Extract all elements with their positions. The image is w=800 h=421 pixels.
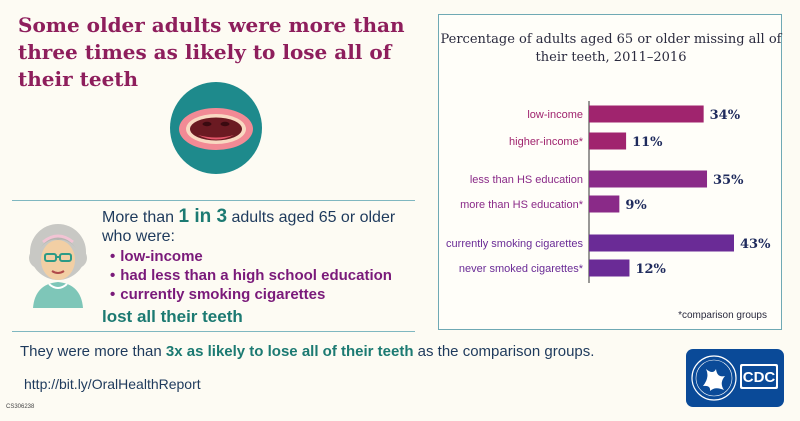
chart-footnote: *comparison groups	[678, 310, 767, 321]
bullet-low-income: low-income	[110, 247, 422, 266]
cdc-logo-icon: CDC	[686, 349, 784, 407]
category-label: less than HS education	[470, 174, 583, 186]
summary-prefix: They were more than	[20, 343, 166, 360]
value-label: 11%	[632, 135, 663, 150]
value-label: 35%	[713, 173, 744, 188]
bar	[589, 105, 704, 123]
callout-conclusion: lost all their teeth	[102, 307, 243, 326]
callout-prefix: More than	[102, 209, 179, 226]
category-label: low-income	[527, 109, 583, 121]
value-label: 34%	[710, 108, 741, 123]
callout-suffix: adults aged 65 or older who were:	[102, 209, 396, 245]
bar	[589, 234, 734, 252]
bar	[589, 259, 630, 277]
bar-chart: low-income 34% higher-income* 11% less than …	[446, 101, 771, 283]
cdc-logo-text: CDC	[743, 369, 776, 386]
callout-lead: More than 1 in 3 adults aged 65 or older…	[102, 207, 422, 246]
category-label: never smoked cigarettes*	[459, 263, 584, 275]
summary-text: They were more than 3x as likely to lose…	[20, 343, 594, 360]
bar	[589, 195, 620, 213]
bar	[589, 132, 627, 150]
report-link[interactable]: http://bit.ly/OralHealthReport	[24, 376, 201, 392]
category-label: higher-income*	[509, 136, 584, 148]
category-label: currently smoking cigarettes	[446, 238, 583, 250]
bullet-smoking: currently smoking cigarettes	[110, 285, 422, 304]
summary-suffix: as the comparison groups.	[413, 343, 595, 360]
value-label: 43%	[740, 237, 771, 252]
divider-top	[12, 200, 415, 201]
publication-code: CS306238	[6, 404, 35, 410]
chart-title: Percentage of adults aged 65 or older mi…	[440, 32, 782, 65]
mouth-no-teeth-icon	[170, 82, 262, 174]
value-label: 9%	[625, 198, 647, 213]
callout-bullets: low-income had less than a high school e…	[110, 247, 422, 304]
summary-highlight: 3x as likely to lose all of their teeth	[165, 343, 414, 360]
callout: More than 1 in 3 adults aged 65 or older…	[102, 207, 422, 326]
callout-highlight: 1 in 3	[178, 206, 228, 227]
value-label: 12%	[635, 262, 666, 277]
divider-bottom	[12, 331, 415, 332]
bullet-education: had less than a high school education	[110, 266, 422, 285]
chart-panel: Percentage of adults aged 65 or older mi…	[438, 14, 782, 330]
older-woman-icon	[29, 224, 87, 308]
headline: Some older adults were more than three t…	[18, 13, 405, 91]
bar	[589, 170, 708, 188]
category-label: more than HS education*	[460, 199, 584, 211]
